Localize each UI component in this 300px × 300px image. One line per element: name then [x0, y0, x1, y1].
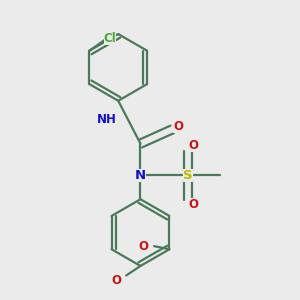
Text: Cl: Cl	[103, 32, 116, 44]
Text: O: O	[111, 274, 122, 287]
Text: S: S	[183, 169, 193, 182]
Text: O: O	[173, 120, 183, 133]
Text: O: O	[139, 240, 149, 253]
Text: N: N	[135, 169, 146, 182]
Text: O: O	[189, 140, 199, 152]
Text: O: O	[189, 199, 199, 212]
Text: NH: NH	[97, 112, 117, 125]
